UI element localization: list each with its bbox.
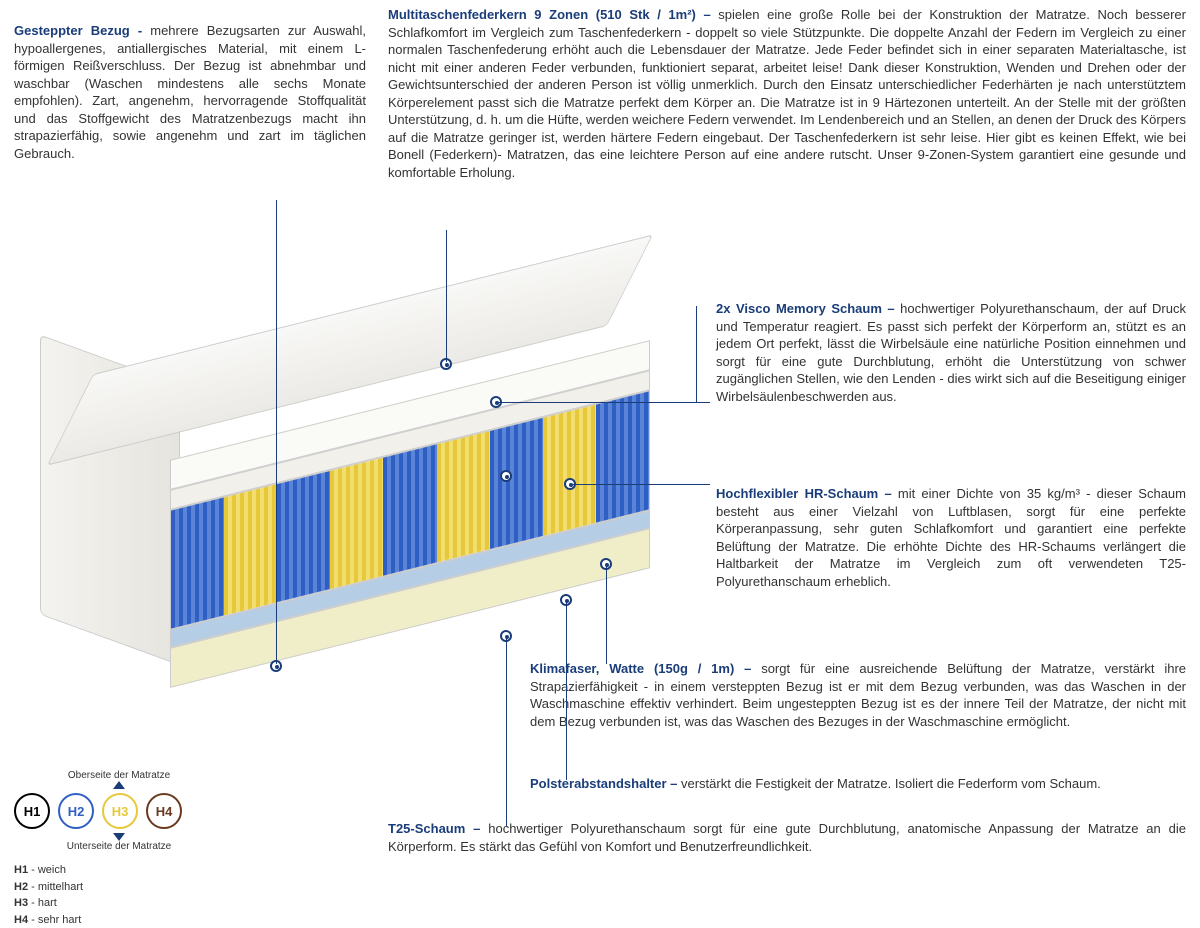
spring-zone	[437, 431, 490, 562]
section-springs: Multitaschenfederkern 9 Zonen (510 Stk /…	[388, 6, 1186, 181]
legend-list-item: H3 - hart	[14, 895, 224, 912]
title-hr: Hochflexibler HR-Schaum –	[716, 486, 898, 501]
section-cover: Gesteppter Bezug - mehrere Bezugsarten z…	[14, 22, 366, 162]
spring-zone	[490, 418, 543, 549]
hardness-circle: H1	[14, 793, 50, 829]
spring-zone	[383, 444, 436, 575]
legend-list: H1 - weichH2 - mittelhartH3 - hartH4 - s…	[14, 862, 224, 928]
spring-zone	[171, 497, 224, 628]
line-polster-v	[566, 600, 567, 780]
body-t25: hochwertiger Polyurethanschaum sorgt für…	[388, 821, 1186, 854]
legend-bottom-label: Unterseite der Matratze	[14, 841, 224, 852]
line-visco-v	[696, 306, 697, 402]
title-cover: Gesteppter Bezug -	[14, 23, 150, 38]
section-t25: T25-Schaum – hochwertiger Polyurethansch…	[388, 820, 1186, 855]
hardness-legend: Oberseite der Matratze H1H2H3H4 Untersei…	[14, 770, 224, 928]
line-springs-up	[446, 230, 447, 362]
title-polster: Polsterabstandshalter –	[530, 776, 681, 791]
body-springs: spielen eine große Rolle bei der Konstru…	[388, 7, 1186, 180]
arrow-up-icon	[113, 781, 125, 789]
hardness-circle: H2	[58, 793, 94, 829]
spring-zone	[543, 405, 596, 536]
title-visco: 2x Visco Memory Schaum –	[716, 301, 900, 316]
legend-top-label: Oberseite der Matratze	[14, 770, 224, 781]
section-visco: 2x Visco Memory Schaum – hochwertiger Po…	[716, 300, 1186, 405]
legend-list-item: H2 - mittelhart	[14, 879, 224, 896]
spring-zone	[277, 471, 330, 602]
body-visco: hochwertiger Polyurethanschaum, der auf …	[716, 301, 1186, 404]
line-cover-v	[276, 200, 277, 664]
body-polster: verstärkt die Festigkeit der Matratze. I…	[681, 776, 1101, 791]
title-t25: T25-Schaum –	[388, 821, 488, 836]
hardness-circle: H4	[146, 793, 182, 829]
line-klima-v	[606, 564, 607, 664]
body-hr: mit einer Dichte von 35 kg/m³ - dieser S…	[716, 486, 1186, 589]
legend-circles: H1H2H3H4	[14, 793, 224, 829]
legend-list-item: H4 - sehr hart	[14, 912, 224, 928]
line-hr	[570, 484, 710, 485]
line-visco	[496, 402, 710, 403]
mattress-illustration	[20, 280, 700, 760]
title-springs: Multitaschenfederkern 9 Zonen (510 Stk /…	[388, 7, 718, 22]
body-cover: mehrere Bezugsarten zur Auswahl, hypoall…	[14, 23, 366, 161]
arrow-down-icon	[113, 833, 125, 841]
spring-zone	[224, 484, 277, 615]
hardness-circle: H3	[102, 793, 138, 829]
section-polster: Polsterabstandshalter – verstärkt die Fe…	[530, 775, 1186, 793]
dot-springs-2	[500, 470, 512, 482]
spring-zone	[330, 458, 383, 589]
spring-zone	[596, 391, 649, 522]
section-hr: Hochflexibler HR-Schaum – mit einer Dich…	[716, 485, 1186, 590]
line-t25-v	[506, 636, 507, 826]
legend-list-item: H1 - weich	[14, 862, 224, 879]
